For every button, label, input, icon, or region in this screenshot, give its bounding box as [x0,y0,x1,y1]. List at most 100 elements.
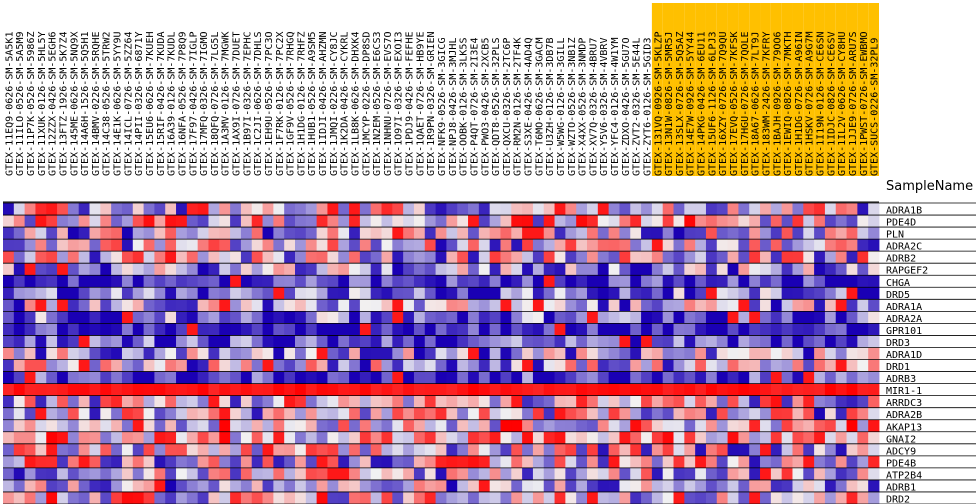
heatmap-cell [67,311,80,324]
heatmap-cell [13,383,26,397]
heatmap-cell [67,455,80,469]
heatmap-cell [781,359,793,372]
heatmap-cell [543,455,555,469]
heatmap-cell [587,251,599,264]
heatmap-cell [24,491,36,504]
heatmap-cell [554,323,566,336]
heatmap-cell [532,239,545,252]
heatmap-cell [176,371,188,384]
heatmap-cell [89,215,101,228]
sample-header-highlight [727,3,739,176]
heatmap-cell [576,239,588,252]
heatmap-cell [424,431,436,445]
heatmap-cell [781,239,793,252]
heatmap-cell [143,431,155,445]
heatmap-cell [143,227,155,240]
heatmap-cell [522,275,534,288]
heatmap-cell [78,311,90,324]
heatmap-cell [262,491,274,504]
heatmap-cell [67,347,80,360]
heatmap-cell [749,287,761,300]
heatmap-cell [305,263,318,276]
heatmap-cell [846,407,858,421]
heatmap-cell [197,407,209,421]
heatmap-cell [208,419,220,433]
heatmap-cell [651,347,664,360]
heatmap-cell [468,323,480,336]
heatmap-cell [435,311,447,324]
heatmap-cell [478,455,491,469]
heatmap-cell [67,443,80,457]
heatmap-cell [457,215,469,228]
heatmap-cell [67,323,80,336]
heatmap-cell [662,251,674,264]
heatmap-cell [57,395,69,409]
heatmap-cell [770,443,783,457]
heatmap-cell [186,251,199,264]
heatmap-cell [359,287,372,300]
heatmap-cell [781,215,793,228]
heatmap-cell [111,491,123,504]
heatmap-cell [587,323,599,336]
gene-label: ATP2B4 [886,470,922,481]
heatmap-cell [35,455,47,469]
heatmap-cell [716,203,728,216]
heatmap-cell [208,203,220,216]
heatmap-cell [176,455,188,469]
heatmap-cell [262,335,274,348]
heatmap-cell [197,239,209,252]
heatmap-cell [749,359,761,372]
heatmap-cell [111,239,123,252]
heatmap-cell [165,419,177,433]
heatmap-cell [868,239,880,252]
heatmap-cell [803,311,815,324]
heatmap-cell [489,215,501,228]
heatmap-cell [576,251,588,264]
heatmap-cell [543,287,555,300]
heatmap-cell [554,395,566,409]
heatmap-cell [727,251,739,264]
heatmap-cell [576,371,588,384]
heatmap-cell [305,311,318,324]
heatmap-cell [457,263,469,276]
gene-label: RAPGEF2 [886,266,928,277]
heatmap-cell [219,419,231,433]
heatmap-cell [587,227,599,240]
heatmap-cell [803,395,815,409]
heatmap-cell [295,491,307,504]
heatmap-cell [846,347,858,360]
heatmap-cell [587,347,599,360]
heatmap-cell [46,335,58,348]
heatmap-cell [100,335,112,348]
heatmap-cell [100,455,112,469]
heatmap-cell [295,455,307,469]
heatmap-cell [381,347,393,360]
heatmap-cell [273,203,285,216]
sample-label: GTEX-183WM-2426-SM-7KFRY [761,32,772,177]
heatmap-cell [305,323,318,336]
heatmap-cell [727,407,739,421]
heatmap-cell [705,251,718,264]
heatmap-cell [803,287,815,300]
heatmap-cell [554,287,566,300]
heatmap-cell [478,203,491,216]
heatmap-cell [868,407,880,421]
heatmap-cell [89,467,101,481]
heatmap-cell [305,251,318,264]
heatmap-cell [165,323,177,336]
heatmap-cell [468,335,480,348]
heatmap-cell [630,491,642,504]
heatmap-cell [413,215,426,228]
heatmap-cell [468,299,480,312]
heatmap-cell [522,215,534,228]
heatmap-cell [273,215,285,228]
heatmap-cell [46,455,58,469]
heatmap-cell [186,431,199,445]
heatmap-cell [608,227,620,240]
heatmap-cell [349,359,361,372]
heatmap-cell [478,359,491,372]
heatmap-cell [435,455,447,469]
heatmap-cell [760,323,772,336]
heatmap-cell [522,203,534,216]
heatmap-cell [554,383,566,397]
